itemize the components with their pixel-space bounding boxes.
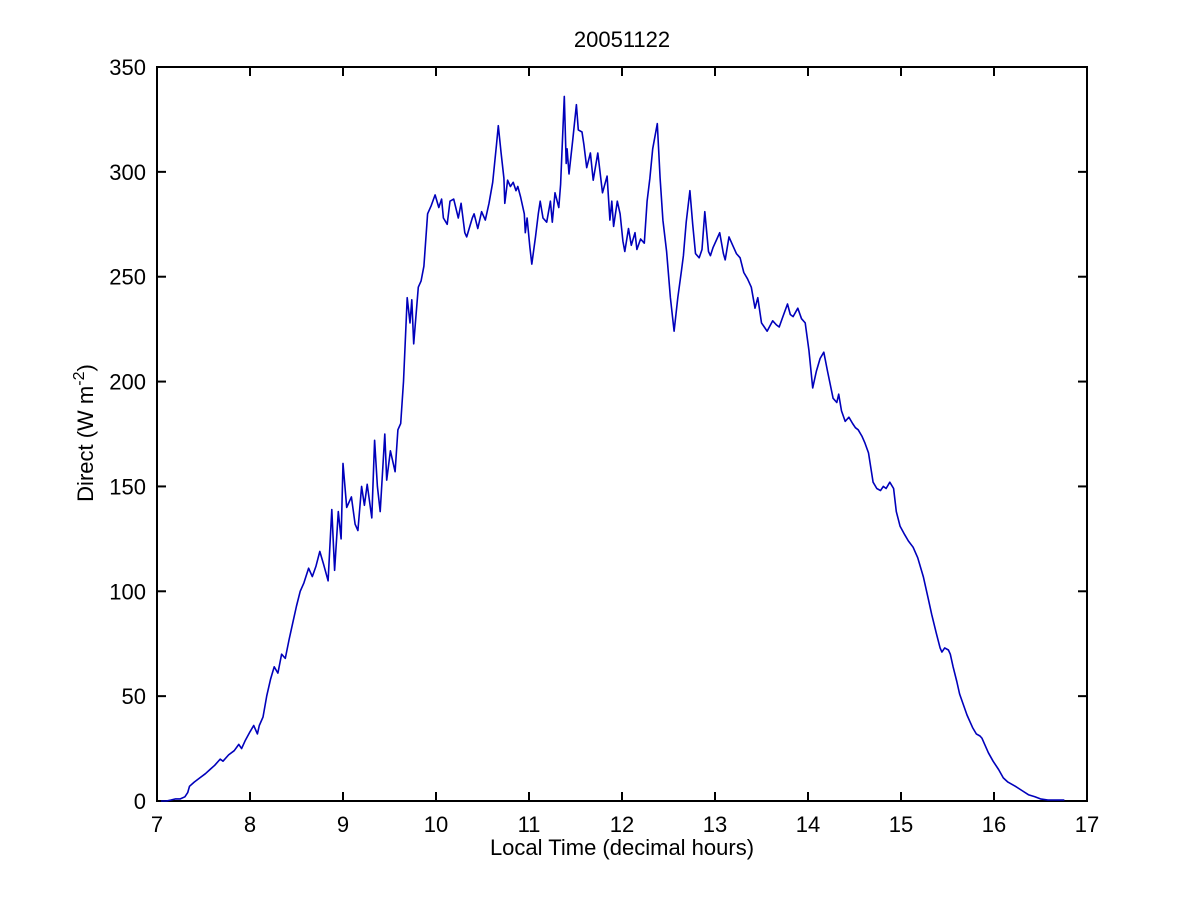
x-tick-label: 11: [518, 812, 541, 837]
data-series: [160, 95, 1065, 802]
x-tick-label: 14: [796, 812, 820, 837]
x-tick-label: 16: [982, 812, 1006, 837]
x-tick-label: 12: [610, 812, 634, 837]
x-tick-label: 10: [424, 812, 448, 837]
y-tick-label: 350: [109, 55, 146, 80]
y-axis-label-exponent: -2: [71, 371, 88, 385]
plot-axes: 7 8 9 10 11 12 13 14 15 16 17 0 50 100 150 200 250 300 350: [109, 55, 1099, 837]
x-tick-label: 7: [151, 812, 163, 837]
y-axis-label-prefix: Direct (W m: [73, 386, 98, 502]
y-axis-label: Direct (W m-2): [71, 364, 98, 502]
y-tick-label: 300: [109, 160, 146, 185]
plot-box: [156, 66, 1088, 802]
y-tick-label: 100: [109, 579, 146, 604]
x-tick-label: 8: [244, 812, 256, 837]
x-tick-label: 9: [337, 812, 349, 837]
y-tick-label: 0: [134, 789, 146, 814]
y-tick-label: 50: [122, 684, 146, 709]
x-axis-label: Local Time (decimal hours): [490, 835, 754, 860]
x-tick-label: 17: [1075, 812, 1099, 837]
x-tick-label: 13: [703, 812, 727, 837]
direct_irradiance-line: [160, 95, 1065, 802]
x-tick-label: 15: [889, 812, 913, 837]
y-tick-label: 150: [109, 474, 146, 499]
y-tick-label: 200: [109, 370, 146, 395]
chart-title: 20051122: [574, 27, 670, 52]
y-tick-label: 250: [109, 265, 146, 290]
y-axis-label-suffix: ): [73, 364, 98, 371]
